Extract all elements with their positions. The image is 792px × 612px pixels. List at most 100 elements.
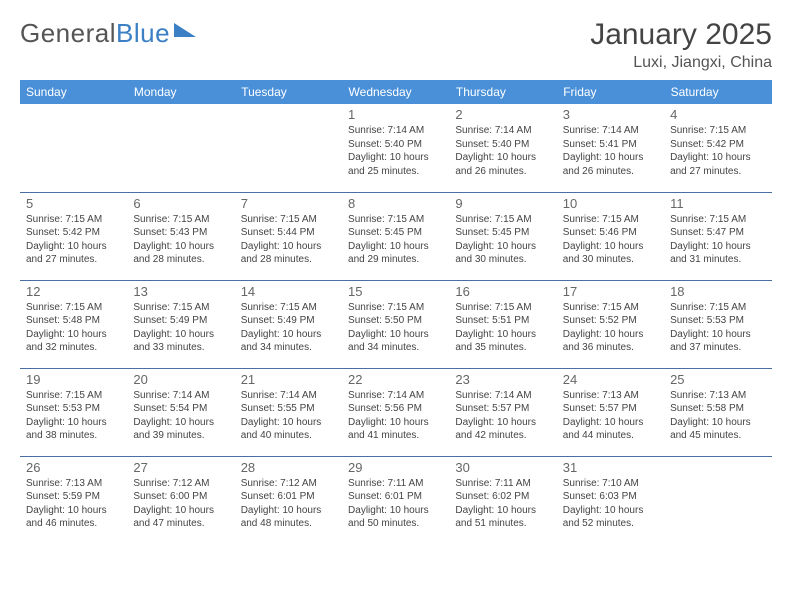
day-info: Sunrise: 7:14 AMSunset: 5:56 PMDaylight:… (348, 389, 443, 443)
day-info: Sunrise: 7:13 AMSunset: 5:57 PMDaylight:… (563, 389, 658, 443)
day-number: 19 (26, 372, 121, 387)
daylight-text: Daylight: 10 hours and 46 minutes. (26, 504, 121, 531)
calendar-cell: 2Sunrise: 7:14 AMSunset: 5:40 PMDaylight… (449, 104, 556, 192)
sunset-text: Sunset: 5:40 PM (348, 138, 443, 152)
daylight-text: Daylight: 10 hours and 47 minutes. (133, 504, 228, 531)
sunset-text: Sunset: 5:40 PM (455, 138, 550, 152)
sunrise-text: Sunrise: 7:15 AM (26, 301, 121, 315)
calendar-cell (127, 104, 234, 192)
sunrise-text: Sunrise: 7:15 AM (26, 213, 121, 227)
daylight-text: Daylight: 10 hours and 52 minutes. (563, 504, 658, 531)
calendar-cell: 21 Sunrise: 7:14 AMSunset: 5:55 PMDayligh… (235, 368, 342, 456)
weekday-header: Thursday (449, 80, 556, 104)
daylight-text: Daylight: 10 hours and 44 minutes. (563, 416, 658, 443)
day-info: Sunrise: 7:11 AMSunset: 6:02 PMDaylight:… (455, 477, 550, 531)
sunset-text: Sunset: 5:46 PM (563, 226, 658, 240)
sunrise-text: Sunrise: 7:13 AM (26, 477, 121, 491)
sunrise-text: Sunrise: 7:15 AM (241, 213, 336, 227)
sunrise-text: Sunrise: 7:11 AM (348, 477, 443, 491)
day-number: 21 (241, 372, 336, 387)
calendar-row: 1Sunrise: 7:14 AMSunset: 5:40 PMDaylight… (20, 104, 772, 192)
daylight-text: Daylight: 10 hours and 39 minutes. (133, 416, 228, 443)
weekday-header-row: Sunday Monday Tuesday Wednesday Thursday… (20, 80, 772, 104)
weekday-header: Tuesday (235, 80, 342, 104)
day-info: Sunrise: 7:14 AMSunset: 5:41 PMDaylight:… (563, 124, 658, 178)
day-number: 16 (455, 284, 550, 299)
calendar-cell: 27Sunrise: 7:12 AMSunset: 6:00 PMDayligh… (127, 456, 234, 544)
day-info: Sunrise: 7:15 AMSunset: 5:42 PMDaylight:… (26, 213, 121, 267)
calendar-row: 19 Sunrise: 7:15 AMSunset: 5:53 PMDayligh… (20, 368, 772, 456)
weekday-header: Wednesday (342, 80, 449, 104)
day-number: 23 (455, 372, 550, 387)
day-number: 22 (348, 372, 443, 387)
sunrise-text: Sunrise: 7:15 AM (563, 213, 658, 227)
sunset-text: Sunset: 6:01 PM (241, 490, 336, 504)
daylight-text: Daylight: 10 hours and 42 minutes. (455, 416, 550, 443)
sunset-text: Sunset: 5:41 PM (563, 138, 658, 152)
day-info: Sunrise: 7:15 AMSunset: 5:42 PMDaylight:… (670, 124, 765, 178)
daylight-text: Daylight: 10 hours and 30 minutes. (455, 240, 550, 267)
daylight-text: Daylight: 10 hours and 34 minutes. (241, 328, 336, 355)
daylight-text: Daylight: 10 hours and 33 minutes. (133, 328, 228, 355)
sunrise-text: Sunrise: 7:15 AM (455, 213, 550, 227)
sunrise-text: Sunrise: 7:14 AM (455, 124, 550, 138)
calendar-cell: 28Sunrise: 7:12 AMSunset: 6:01 PMDayligh… (235, 456, 342, 544)
calendar-cell: 8Sunrise: 7:15 AMSunset: 5:45 PMDaylight… (342, 192, 449, 280)
day-number: 2 (455, 107, 550, 122)
daylight-text: Daylight: 10 hours and 26 minutes. (563, 151, 658, 178)
day-number: 26 (26, 460, 121, 475)
sunrise-text: Sunrise: 7:14 AM (133, 389, 228, 403)
day-info: Sunrise: 7:11 AMSunset: 6:01 PMDaylight:… (348, 477, 443, 531)
sunrise-text: Sunrise: 7:12 AM (241, 477, 336, 491)
sunrise-text: Sunrise: 7:14 AM (241, 389, 336, 403)
sunrise-text: Sunrise: 7:15 AM (348, 213, 443, 227)
sunrise-text: Sunrise: 7:15 AM (133, 301, 228, 315)
calendar-cell: 1 Sunrise: 7:14 AMSunset: 5:40 PMDaylight… (342, 104, 449, 192)
day-info: Sunrise: 7:14 AMSunset: 5:55 PMDaylight:… (241, 389, 336, 443)
day-info: Sunrise: 7:15 AMSunset: 5:49 PMDaylight:… (241, 301, 336, 355)
day-number: 9 (455, 196, 550, 211)
day-number: 1 (348, 107, 443, 122)
calendar-cell: 3Sunrise: 7:14 AMSunset: 5:41 PMDaylight… (557, 104, 664, 192)
sunrise-text: Sunrise: 7:11 AM (455, 477, 550, 491)
day-info: Sunrise: 7:14 AMSunset: 5:40 PMDaylight:… (348, 124, 443, 178)
day-number: 15 (348, 284, 443, 299)
day-info: Sunrise: 7:15 AMSunset: 5:53 PMDaylight:… (26, 389, 121, 443)
sunrise-text: Sunrise: 7:14 AM (348, 124, 443, 138)
sunset-text: Sunset: 6:03 PM (563, 490, 658, 504)
sunset-text: Sunset: 5:50 PM (348, 314, 443, 328)
day-number: 11 (670, 196, 765, 211)
logo-text-blue: Blue (116, 18, 170, 49)
day-number: 8 (348, 196, 443, 211)
day-info: Sunrise: 7:15 AMSunset: 5:46 PMDaylight:… (563, 213, 658, 267)
sunset-text: Sunset: 5:48 PM (26, 314, 121, 328)
sunset-text: Sunset: 5:55 PM (241, 402, 336, 416)
daylight-text: Daylight: 10 hours and 38 minutes. (26, 416, 121, 443)
logo: GeneralBlue (20, 18, 196, 49)
sunset-text: Sunset: 5:49 PM (133, 314, 228, 328)
calendar-cell: 10Sunrise: 7:15 AMSunset: 5:46 PMDayligh… (557, 192, 664, 280)
daylight-text: Daylight: 10 hours and 48 minutes. (241, 504, 336, 531)
day-info: Sunrise: 7:10 AMSunset: 6:03 PMDaylight:… (563, 477, 658, 531)
calendar-cell (664, 456, 771, 544)
location-label: Luxi, Jiangxi, China (590, 54, 772, 72)
daylight-text: Daylight: 10 hours and 30 minutes. (563, 240, 658, 267)
day-number: 6 (133, 196, 228, 211)
calendar-cell: 17Sunrise: 7:15 AMSunset: 5:52 PMDayligh… (557, 280, 664, 368)
sunset-text: Sunset: 5:56 PM (348, 402, 443, 416)
day-info: Sunrise: 7:15 AMSunset: 5:52 PMDaylight:… (563, 301, 658, 355)
sunset-text: Sunset: 5:53 PM (670, 314, 765, 328)
sunrise-text: Sunrise: 7:15 AM (563, 301, 658, 315)
sunset-text: Sunset: 5:57 PM (455, 402, 550, 416)
sunrise-text: Sunrise: 7:13 AM (563, 389, 658, 403)
header: GeneralBlue January 2025 Luxi, Jiangxi, … (20, 18, 772, 72)
sunrise-text: Sunrise: 7:15 AM (241, 301, 336, 315)
day-info: Sunrise: 7:15 AMSunset: 5:47 PMDaylight:… (670, 213, 765, 267)
daylight-text: Daylight: 10 hours and 27 minutes. (670, 151, 765, 178)
sunrise-text: Sunrise: 7:15 AM (670, 124, 765, 138)
day-info: Sunrise: 7:15 AMSunset: 5:50 PMDaylight:… (348, 301, 443, 355)
sunrise-text: Sunrise: 7:13 AM (670, 389, 765, 403)
day-number: 12 (26, 284, 121, 299)
daylight-text: Daylight: 10 hours and 35 minutes. (455, 328, 550, 355)
day-info: Sunrise: 7:13 AMSunset: 5:59 PMDaylight:… (26, 477, 121, 531)
